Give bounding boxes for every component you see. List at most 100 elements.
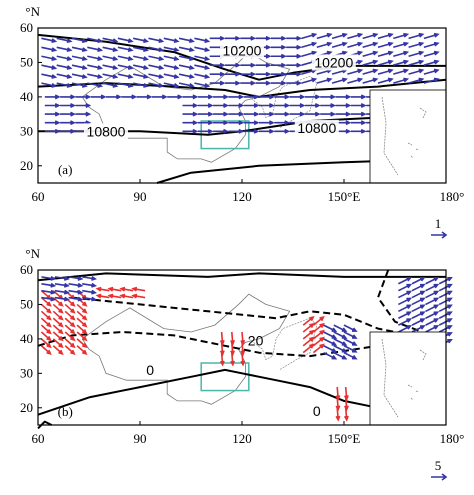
wind-vector: [194, 37, 211, 44]
wind-vector: [362, 59, 379, 66]
wind-vector: [331, 41, 348, 49]
wind-vector: [243, 128, 260, 134]
wind-vector: [75, 103, 92, 108]
wind-vector: [343, 345, 358, 353]
wind-vector: [82, 296, 98, 302]
y-tick-label: 60: [20, 262, 33, 277]
wind-vector: [289, 111, 306, 117]
wind-vector: [398, 325, 413, 333]
wind-vector: [60, 94, 76, 100]
wind-vector: [87, 64, 104, 70]
scale-label: 5: [435, 458, 442, 473]
wind-vector: [87, 82, 104, 88]
wind-vector: [213, 120, 229, 126]
wind-vector: [335, 103, 352, 108]
wind-vector: [438, 311, 453, 319]
wind-vector: [270, 71, 287, 77]
wind-vector: [133, 37, 149, 44]
wind-vector: [438, 283, 453, 292]
wind-vector: [333, 351, 348, 360]
x-tick-label: 60: [32, 431, 45, 446]
wind-vector: [52, 317, 64, 328]
wind-vector: [119, 286, 134, 292]
wind-vector: [255, 62, 272, 68]
wind-vector: [335, 387, 341, 401]
wind-vector: [274, 94, 291, 100]
wind-vector: [286, 80, 303, 86]
wind-vector: [107, 286, 122, 292]
wind-vector: [289, 94, 306, 100]
wind-vector: [411, 290, 426, 299]
wind-vector: [243, 94, 260, 100]
wind-vector: [44, 111, 61, 117]
wind-vector: [40, 310, 52, 321]
wind-vector: [411, 318, 426, 326]
wind-vector: [335, 111, 352, 117]
wind-vector: [102, 64, 119, 70]
wind-vector: [274, 111, 291, 117]
wind-vector: [347, 41, 364, 49]
wind-vector: [425, 297, 440, 306]
wind-vector: [240, 331, 246, 346]
wind-vector: [133, 73, 149, 79]
contour: [377, 269, 423, 333]
wind-vector: [182, 94, 199, 100]
wind-vector: [76, 338, 88, 349]
wind-vector: [209, 80, 226, 86]
wind-vector: [68, 289, 84, 295]
contour: [37, 420, 53, 430]
panel-label: (a): [58, 162, 72, 177]
wind-vector: [71, 73, 88, 79]
wind-vector: [219, 342, 225, 357]
wind-vector: [213, 103, 229, 108]
wind-vector: [136, 94, 153, 100]
wind-vector: [286, 44, 303, 50]
wind-vector: [259, 94, 275, 100]
x-tick-label: 150°E: [328, 431, 361, 446]
wind-vector: [377, 50, 394, 58]
wind-vector: [197, 111, 214, 117]
wind-vector: [347, 32, 364, 40]
wind-vector: [225, 71, 241, 77]
wind-vector: [411, 304, 426, 313]
contour: [37, 78, 447, 98]
wind-vector: [411, 283, 426, 292]
wind-vector: [151, 94, 168, 100]
wind-vector: [52, 303, 64, 314]
wind-vector: [95, 286, 110, 292]
wind-vector: [259, 120, 275, 126]
contour: [37, 368, 379, 416]
wind-vector: [40, 296, 52, 307]
wind-vector: [320, 103, 337, 108]
wind-vector: [335, 407, 341, 422]
y-tick-label: 20: [20, 400, 33, 415]
wind-vector: [393, 50, 410, 58]
wind-vector: [68, 296, 84, 302]
wind-vector: [228, 94, 245, 100]
wind-vector: [423, 59, 440, 66]
wind-vector: [331, 32, 348, 40]
wind-vector: [182, 111, 199, 117]
wind-vector: [182, 120, 199, 126]
wind-vector: [423, 32, 440, 40]
wind-vector: [119, 293, 134, 299]
wind-vector: [423, 50, 440, 58]
wind-vector: [438, 276, 453, 285]
wind-vector: [52, 310, 64, 321]
wind-vector: [320, 94, 337, 100]
wind-vector: [350, 128, 367, 134]
wind-vector: [194, 73, 211, 79]
wind-vector: [408, 68, 425, 75]
wind-vector: [411, 311, 426, 319]
wind-vector: [209, 62, 226, 68]
y-tick-label: 60: [20, 20, 33, 35]
wind-vector: [117, 46, 134, 53]
wind-vector: [320, 111, 337, 117]
wind-vector: [425, 290, 440, 299]
wind-vector: [333, 345, 348, 353]
wind-vector: [87, 37, 104, 44]
x-tick-label: 60: [32, 189, 45, 204]
wind-vector: [289, 103, 306, 108]
wind-vector: [178, 82, 195, 88]
wind-vector: [40, 338, 52, 349]
